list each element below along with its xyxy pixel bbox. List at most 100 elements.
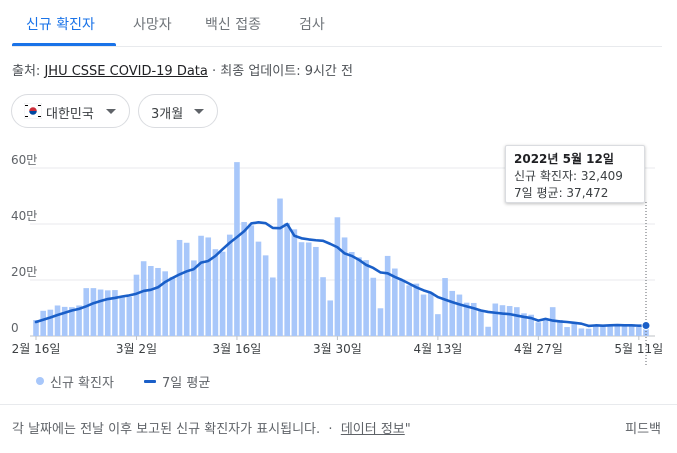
- case-bar: [607, 325, 613, 336]
- last-update: 최종 업데이트: 9시간 전: [220, 64, 353, 79]
- tooltip-cases: 신규 확진자: 32,409: [514, 169, 623, 183]
- hover-marker: [641, 202, 651, 365]
- case-bar: [427, 292, 434, 336]
- tab-bar: 신규 확진자 사망자 백신 접종 검사: [12, 0, 662, 47]
- case-bar: [406, 285, 412, 336]
- case-bar: [54, 305, 61, 336]
- case-bar: [592, 326, 599, 336]
- case-bar: [83, 288, 90, 336]
- case-bar: [270, 277, 276, 336]
- case-bar: [578, 328, 585, 336]
- case-bar: [377, 308, 384, 336]
- case-bar: [205, 237, 212, 336]
- case-bar: [40, 310, 46, 336]
- case-bar: [148, 266, 154, 336]
- tab-deaths[interactable]: 사망자: [133, 17, 172, 33]
- case-bar: [97, 289, 104, 336]
- period-dropdown[interactable]: 3개월: [138, 94, 218, 128]
- case-bar: [585, 328, 592, 336]
- tab-new-cases[interactable]: 신규 확진자: [26, 17, 95, 33]
- case-bar: [542, 318, 549, 336]
- case-bar: [356, 257, 362, 336]
- case-bar: [219, 251, 226, 336]
- source-separator: ·: [212, 64, 217, 79]
- x-axis: 2월 16일 3월 2일 3월 16일 3월 30일 4월 13일 4월 27일 5월 11…: [12, 336, 663, 356]
- country-dropdown[interactable]: 대한민국: [11, 94, 130, 128]
- case-bar: [528, 314, 534, 336]
- case-bar: [571, 323, 578, 336]
- case-bar: [169, 276, 176, 336]
- cases-chart[interactable]: 2월 16일 3월 2일 3월 16일 3월 30일 4월 13일 4월 27일 5월 11…: [0, 140, 677, 365]
- case-bar: [126, 296, 133, 336]
- case-bar: [521, 313, 527, 336]
- footer-text: 각 날짜에는 전날 이후 보고된 신규 확진자가 표시됩니다.: [12, 422, 321, 437]
- feedback-link[interactable]: 피드백: [625, 422, 661, 437]
- case-bar: [255, 241, 262, 336]
- seven-day-average: [34, 221, 648, 328]
- line-legend-swatch: [144, 380, 156, 383]
- case-bar: [636, 327, 642, 336]
- case-bar: [564, 327, 570, 336]
- case-bar: [298, 242, 305, 336]
- footer-tail: ": [404, 422, 411, 437]
- case-bar: [33, 320, 39, 336]
- case-bar: [363, 260, 369, 336]
- case-bar: [119, 297, 125, 336]
- case-bars: [33, 162, 649, 336]
- case-bar: [485, 326, 491, 336]
- case-bar: [191, 260, 197, 336]
- source-prefix: 출처:: [12, 64, 41, 79]
- y-tick-label: 60만: [11, 153, 37, 167]
- case-bar: [234, 162, 240, 336]
- case-bar: [435, 314, 441, 336]
- case-bar: [241, 222, 247, 336]
- case-bar: [104, 290, 111, 336]
- case-bar: [478, 310, 484, 336]
- data-info-link[interactable]: 데이터 정보: [340, 422, 405, 437]
- average-line: [34, 221, 648, 328]
- case-bar: [305, 242, 312, 336]
- case-bar: [212, 249, 219, 336]
- footer-separator: ·: [328, 422, 333, 437]
- case-bar: [133, 274, 140, 336]
- period-label: 3개월: [151, 107, 184, 122]
- y-tick-label: 0: [11, 321, 19, 335]
- hover-point: [641, 321, 651, 330]
- case-bar: [262, 255, 269, 336]
- y-tick-label: 20만: [11, 265, 37, 279]
- case-bar: [514, 307, 520, 336]
- case-bar: [614, 324, 621, 336]
- case-bar: [61, 306, 68, 336]
- country-label: 대한민국: [46, 107, 94, 122]
- case-bar: [341, 237, 348, 336]
- bar-legend-swatch: [36, 377, 44, 385]
- case-bar: [155, 267, 161, 336]
- line-legend-label: 7일 평균: [162, 376, 211, 391]
- active-tab-indicator: [12, 43, 116, 46]
- case-bar: [112, 290, 118, 336]
- tooltip-average: 7일 평균: 37,472: [514, 186, 609, 200]
- x-tick-label: 4월 13일: [413, 342, 462, 356]
- source-link[interactable]: JHU CSSE COVID-19 Data: [44, 64, 208, 79]
- case-bar: [320, 277, 326, 336]
- bar-legend-label: 신규 확진자: [50, 376, 114, 391]
- case-bar: [413, 283, 420, 336]
- tab-testing[interactable]: 검사: [299, 17, 325, 33]
- case-bar: [628, 325, 635, 336]
- case-bar: [492, 303, 499, 336]
- tooltip-date: 2022년 5월 12일: [514, 152, 614, 166]
- x-tick-label: 2월 16일: [12, 342, 61, 356]
- source-line: 출처: JHU CSSE COVID-19 Data · 최종 업데이트: 9시…: [12, 60, 353, 79]
- case-bar: [284, 223, 290, 336]
- case-bar: [348, 252, 355, 336]
- case-bar: [442, 278, 448, 336]
- tab-vaccinations[interactable]: 백신 접종: [205, 17, 261, 33]
- case-bar: [277, 198, 283, 336]
- case-bar: [183, 242, 190, 336]
- case-bar: [456, 294, 463, 336]
- x-tick-label: 3월 16일: [213, 342, 262, 356]
- x-tick-label: 4월 27일: [514, 342, 563, 356]
- y-tick-label: 40만: [11, 209, 37, 223]
- case-bar: [198, 235, 204, 336]
- case-bar: [226, 234, 233, 336]
